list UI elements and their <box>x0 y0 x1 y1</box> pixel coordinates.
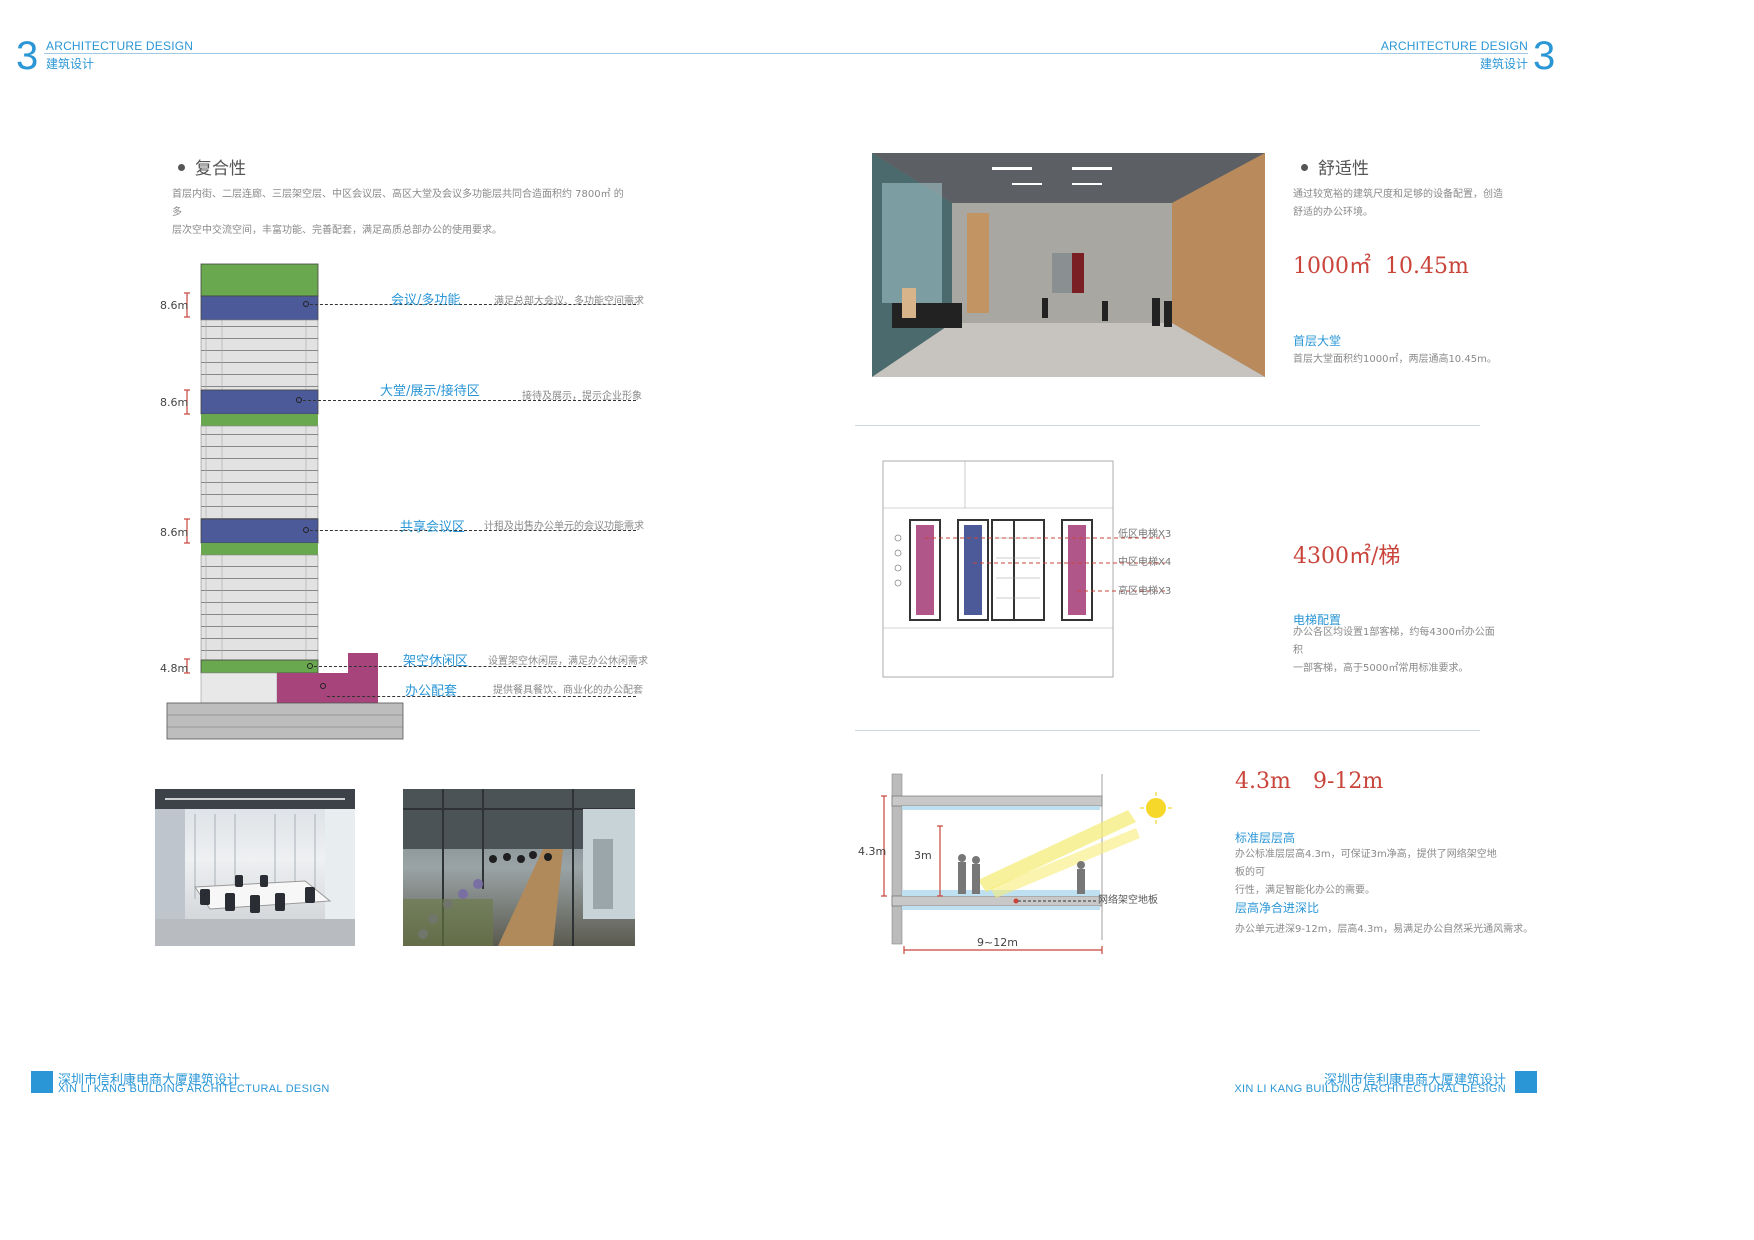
leader-line <box>314 666 636 667</box>
zone-label: 办公配套 <box>405 684 458 699</box>
floor-subtitle-1: 标准层层高 <box>1235 831 1296 845</box>
lobby-subtitle: 首层大堂 <box>1293 334 1342 348</box>
footer-left-cn: 深圳市信利康电商大厦建筑设计 <box>58 1073 241 1088</box>
divider-1 <box>855 425 1480 426</box>
lobby-photo <box>872 153 1265 377</box>
footer-right-en: XIN LI KANG BUILDING ARCHITECTURAL DESIG… <box>1234 1083 1506 1095</box>
floor-desc-1: 办公标准层层高4.3m，可保证3m净高，提供了网络架空地板的可 行性，满足智能化… <box>1235 846 1505 900</box>
header-right-number: 3 <box>1533 34 1556 78</box>
leader-line <box>310 530 636 531</box>
raised-floor-label: 网络架空地板 <box>1098 895 1158 906</box>
composite-para-line: 层次空中交流空间，丰富功能、完善配套，满足高质总部办公的使用要求。 <box>172 225 502 236</box>
leader-line <box>303 400 636 401</box>
lobby-metric: 1000㎡ 10.45m <box>1293 254 1469 279</box>
footer-right-cn: 深圳市信利康电商大厦建筑设计 <box>1323 1073 1506 1088</box>
elevator-desc-line: 一部客梯，高于5000㎡常用标准要求。 <box>1293 663 1469 674</box>
comfort-para-line: 舒适的办公环境。 <box>1293 207 1373 218</box>
header-left-en: ARCHITECTURE DESIGN <box>46 39 194 53</box>
header-rule-right <box>876 53 1528 54</box>
elevator-tag: 低区电梯X3 <box>1118 529 1172 540</box>
height-label: 8.6m <box>160 299 189 312</box>
footer-left-square <box>31 1071 53 1093</box>
bullet-icon <box>178 163 185 171</box>
elevator-tag: 高区电梯X3 <box>1118 586 1172 597</box>
comfort-para-line: 通过较宽裕的建筑尺度和足够的设备配置，创造 <box>1293 189 1503 200</box>
header-right-en: ARCHITECTURE DESIGN <box>1380 39 1528 53</box>
header-right-cn: 建筑设计 <box>1479 57 1528 71</box>
floor-metric-depth: 9-12m <box>1313 769 1384 794</box>
floor-desc-line: 行性，满足智能化办公的需要。 <box>1235 885 1375 896</box>
composite-paragraph: 首层内街、二层连廊、三层架空层、中区会议层、高区大堂及会议多功能层共同合造面积约… <box>172 186 632 240</box>
footer-right-square <box>1515 1071 1537 1093</box>
leader-line <box>310 304 636 305</box>
comfort-title: 舒适性 <box>1318 159 1369 179</box>
zone-label: 大堂/展示/接待区 <box>380 384 480 399</box>
elevator-tag: 中区电梯X4 <box>1118 557 1172 568</box>
leader-line <box>327 696 636 697</box>
zone-label: 共享会议区 <box>400 520 466 535</box>
height-label: 8.6m <box>160 396 189 409</box>
lobby-desc: 首层大堂面积约1000㎡，两层通高10.45m。 <box>1293 354 1497 365</box>
header-left-number: 3 <box>16 34 39 78</box>
building-section-diagram <box>166 263 404 740</box>
zone-label: 会议/多功能 <box>391 293 461 308</box>
elevator-desc: 办公各区均设置1部客梯，约每4300㎡办公面积 一部客梯，高于5000㎡常用标准… <box>1293 624 1503 678</box>
zone-label: 架空休闲区 <box>403 654 469 669</box>
footer-left-en: XIN LI KANG BUILDING ARCHITECTURAL DESIG… <box>58 1083 330 1095</box>
section-title-composite: 复合性 <box>178 154 246 179</box>
divider-2 <box>855 730 1480 731</box>
floor-section-diagram <box>881 773 1172 954</box>
depth-label: 9~12m <box>977 936 1018 949</box>
floor-desc-line: 办公标准层层高4.3m，可保证3m净高，提供了网络架空地板的可 <box>1235 849 1497 878</box>
zone-desc: 提供餐具餐饮、商业化的办公配套 <box>493 685 643 696</box>
section-title-comfort: 舒适性 <box>1301 154 1369 179</box>
zone-desc: 计租及出售办公单元的会议功能需求 <box>484 521 644 532</box>
composite-title: 复合性 <box>195 159 246 179</box>
elevator-subtitle: 电梯配置 <box>1293 613 1342 627</box>
height-label: 4.8m <box>160 662 189 675</box>
header-left-cn: 建筑设计 <box>46 57 95 71</box>
header-rule-left <box>44 53 876 54</box>
floor-metric-height: 4.3m <box>1235 769 1291 794</box>
comfort-paragraph: 通过较宽裕的建筑尺度和足够的设备配置，创造 舒适的办公环境。 <box>1293 186 1503 222</box>
floor-desc-2: 办公单元进深9-12m，层高4.3m，易满足办公自然采光通风需求。 <box>1235 924 1534 935</box>
bullet-icon <box>1301 163 1308 171</box>
zone-desc: 满足总部大会议、多功能空间需求 <box>494 296 644 307</box>
floor-subtitle-2: 层高净合进深比 <box>1235 901 1320 915</box>
zone-desc: 接待及展示，提示企业形象 <box>522 391 642 402</box>
composite-para-line: 首层内街、二层连廊、三层架空层、中区会议层、高区大堂及会议多功能层共同合造面积约… <box>172 189 624 218</box>
floor-height-label: 4.3m <box>858 845 887 858</box>
clear-height-label: 3m <box>914 849 932 862</box>
zone-desc: 设置架空休闲层，满足办公休闲需求 <box>488 656 648 667</box>
elevator-desc-line: 办公各区均设置1部客梯，约每4300㎡办公面积 <box>1293 627 1495 656</box>
elevator-metric: 4300㎡/梯 <box>1293 544 1401 569</box>
meeting-room-photo <box>155 789 355 946</box>
terrace-photo <box>403 789 635 946</box>
elevator-plan-diagram <box>882 460 1165 678</box>
height-label: 8.6m <box>160 526 189 539</box>
